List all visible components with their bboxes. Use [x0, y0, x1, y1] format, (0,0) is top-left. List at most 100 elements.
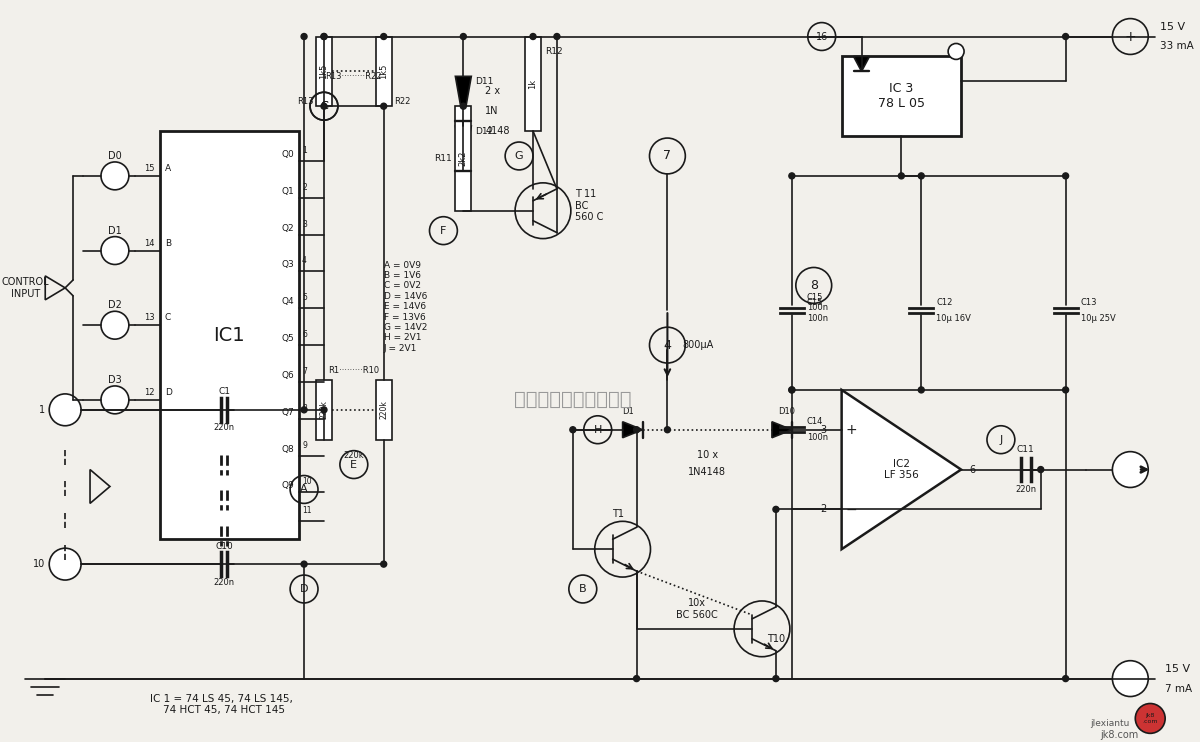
Polygon shape — [853, 56, 870, 71]
Text: 800μA: 800μA — [683, 340, 714, 350]
Circle shape — [301, 561, 307, 567]
Text: C: C — [320, 101, 328, 111]
Circle shape — [1063, 173, 1068, 179]
Circle shape — [918, 173, 924, 179]
Circle shape — [380, 33, 386, 39]
Text: 1: 1 — [40, 405, 46, 415]
Circle shape — [899, 173, 905, 179]
Text: 1: 1 — [302, 146, 307, 155]
Text: D0: D0 — [108, 151, 121, 161]
Text: 100n: 100n — [806, 433, 828, 442]
Text: 杭州将导科技有限公司: 杭州将导科技有限公司 — [514, 390, 631, 410]
Circle shape — [634, 676, 640, 682]
Text: Q8: Q8 — [281, 444, 294, 453]
Text: 1k: 1k — [528, 79, 538, 89]
Text: 7 mA: 7 mA — [1165, 683, 1193, 694]
Circle shape — [1063, 33, 1068, 39]
Circle shape — [788, 387, 794, 393]
Bar — [841, 56, 961, 136]
Text: 2: 2 — [821, 505, 827, 514]
Text: +: + — [846, 423, 857, 437]
Text: A: A — [300, 485, 308, 494]
Text: 10: 10 — [32, 559, 46, 569]
Text: R11: R11 — [433, 154, 451, 163]
Text: 4148: 4148 — [485, 126, 510, 136]
Bar — [316, 380, 332, 440]
Circle shape — [380, 561, 386, 567]
Text: 9: 9 — [302, 441, 307, 450]
Circle shape — [301, 33, 307, 39]
Text: T10: T10 — [767, 634, 785, 644]
Text: Q5: Q5 — [281, 334, 294, 343]
Text: R22: R22 — [394, 96, 410, 105]
Bar — [376, 380, 391, 440]
Text: jk8.com: jk8.com — [1100, 730, 1139, 741]
Text: jk8
.com: jk8 .com — [1142, 713, 1158, 724]
Text: C14: C14 — [806, 417, 823, 426]
Text: 10: 10 — [302, 477, 312, 487]
Text: 1N: 1N — [485, 106, 499, 116]
Text: Q3: Q3 — [281, 260, 294, 269]
Text: D3: D3 — [108, 375, 121, 385]
Circle shape — [461, 33, 467, 39]
Circle shape — [773, 506, 779, 513]
Text: 220k: 220k — [319, 401, 329, 419]
Circle shape — [320, 33, 326, 39]
Text: 6: 6 — [970, 464, 976, 475]
Text: D1: D1 — [108, 226, 121, 236]
Text: F: F — [440, 226, 446, 236]
Text: 1k5: 1k5 — [319, 64, 329, 79]
Circle shape — [1038, 467, 1044, 473]
Text: C10: C10 — [216, 542, 233, 551]
Text: Q9: Q9 — [281, 482, 294, 490]
Text: 2 x: 2 x — [485, 86, 500, 96]
Text: 10 x: 10 x — [697, 450, 718, 459]
Circle shape — [1063, 387, 1068, 393]
Text: 220k: 220k — [343, 451, 364, 460]
Text: 220n: 220n — [214, 577, 235, 586]
Text: 3: 3 — [821, 424, 827, 435]
Circle shape — [380, 103, 386, 109]
Circle shape — [301, 407, 307, 413]
Text: A = 0V9
B = 1V6
C = 0V2
D = 14V6
E = 14V6
F = 13V6
G = 14V2
H = 2V1
J = 2V1: A = 0V9 B = 1V6 C = 0V2 D = 14V6 E = 14V… — [384, 260, 427, 352]
Text: C: C — [320, 101, 328, 111]
Circle shape — [530, 33, 536, 39]
Text: 4: 4 — [302, 257, 307, 266]
Circle shape — [570, 427, 576, 433]
Circle shape — [773, 676, 779, 682]
Text: H: H — [594, 424, 602, 435]
Text: IC1: IC1 — [214, 326, 245, 345]
Text: T1: T1 — [612, 509, 624, 519]
Circle shape — [49, 548, 82, 580]
Text: R12: R12 — [545, 47, 563, 56]
Circle shape — [101, 162, 128, 190]
Text: 5: 5 — [302, 293, 307, 302]
Text: C15
100n: C15 100n — [806, 292, 828, 312]
Text: 7: 7 — [302, 367, 307, 376]
Text: jlexiantu: jlexiantu — [1091, 720, 1130, 729]
Text: 12: 12 — [144, 388, 155, 397]
Text: 15 V: 15 V — [1160, 22, 1186, 32]
Text: 10μ 16V: 10μ 16V — [936, 314, 971, 323]
Circle shape — [101, 237, 128, 264]
Circle shape — [461, 103, 467, 109]
Bar — [316, 36, 332, 106]
Text: R13: R13 — [298, 96, 314, 105]
Circle shape — [788, 173, 794, 179]
Circle shape — [788, 387, 794, 393]
Text: 1k5: 1k5 — [379, 64, 388, 79]
Text: E: E — [350, 459, 358, 470]
Text: 10x
BC 560C: 10x BC 560C — [677, 598, 718, 620]
Text: 100n: 100n — [806, 314, 828, 323]
Text: D: D — [300, 584, 308, 594]
Circle shape — [1112, 452, 1148, 487]
Text: D2: D2 — [108, 301, 122, 310]
Text: 8: 8 — [810, 279, 817, 292]
Text: B: B — [164, 239, 170, 248]
Text: C15: C15 — [806, 298, 823, 306]
Text: 7: 7 — [664, 149, 672, 162]
Text: 2k2: 2k2 — [458, 151, 468, 166]
Circle shape — [948, 44, 964, 59]
Text: 11: 11 — [302, 506, 312, 516]
Text: Q0: Q0 — [281, 150, 294, 159]
